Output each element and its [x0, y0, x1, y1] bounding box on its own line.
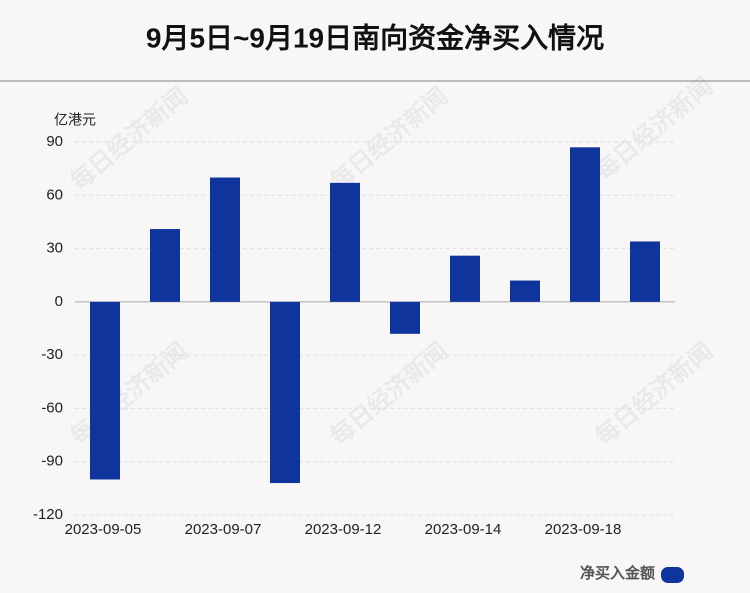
bar — [630, 241, 660, 302]
bar — [510, 280, 540, 302]
y-tick-label: 30 — [46, 240, 63, 257]
bar — [570, 147, 600, 302]
bar — [90, 301, 120, 480]
y-tick-label: 60 — [46, 186, 63, 203]
x-tick-label: 2023-09-05 — [65, 521, 142, 538]
x-tick-label: 2023-09-14 — [425, 521, 502, 538]
y-tick-label: 90 — [46, 133, 63, 150]
bar — [450, 255, 480, 302]
bar — [270, 301, 300, 484]
bar — [150, 229, 180, 302]
y-tick-label: -90 — [41, 453, 63, 470]
x-tick-label: 2023-09-12 — [305, 521, 382, 538]
legend-swatch — [661, 567, 684, 583]
x-tick-label: 2023-09-07 — [185, 521, 262, 538]
y-axis-unit: 亿港元 — [54, 112, 96, 128]
bar — [390, 301, 420, 334]
x-tick-label: 2023-09-18 — [545, 521, 622, 538]
chart-title: 9月5日~9月19日南向资金净买入情况 — [146, 21, 604, 53]
y-tick-label: -60 — [41, 399, 63, 416]
bar — [210, 177, 240, 302]
y-tick-label: 0 — [55, 293, 63, 310]
legend-label: 净买入金额 — [580, 564, 655, 582]
y-tick-label: -120 — [33, 506, 63, 523]
bar — [330, 182, 360, 302]
y-tick-label: -30 — [41, 346, 63, 363]
